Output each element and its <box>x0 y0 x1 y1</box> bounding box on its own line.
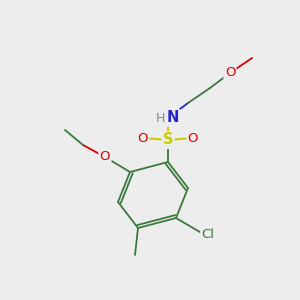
Text: S: S <box>163 133 173 148</box>
Text: O: O <box>225 67 235 80</box>
Text: H: H <box>155 112 165 124</box>
Text: Cl: Cl <box>202 229 214 242</box>
Text: O: O <box>188 131 198 145</box>
Text: N: N <box>167 110 179 125</box>
Text: O: O <box>100 151 110 164</box>
Text: O: O <box>138 131 148 145</box>
